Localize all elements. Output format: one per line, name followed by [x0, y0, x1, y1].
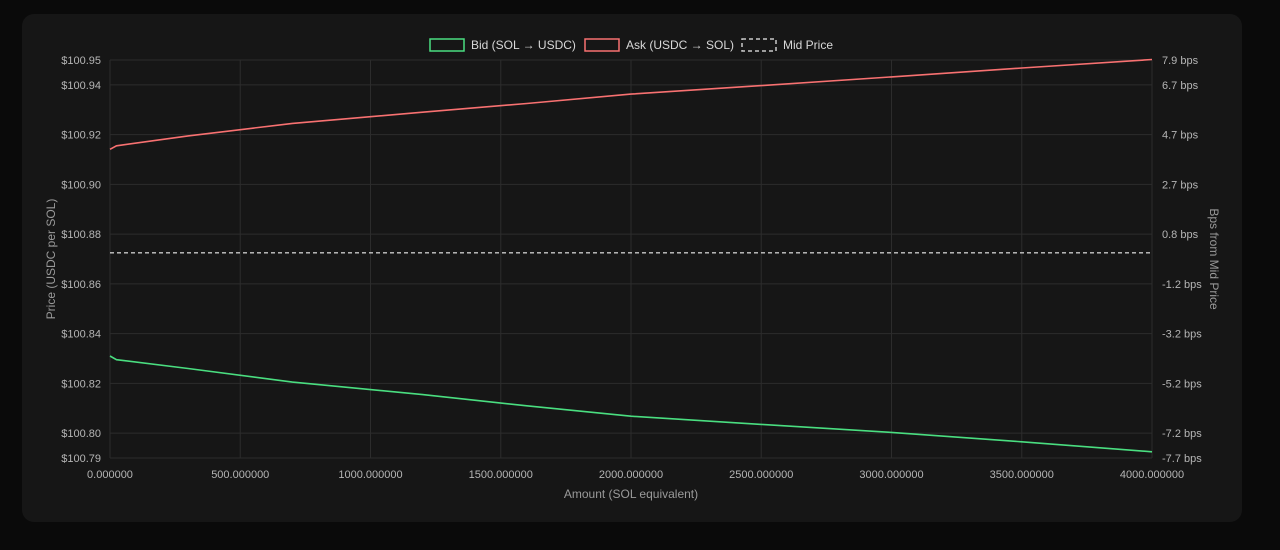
series-lines	[109, 58, 1153, 453]
x-tick-label: 0.000000	[87, 469, 133, 481]
y-tick-label: $100.82	[61, 378, 101, 390]
y2-tick-label: -7.7 bps	[1162, 453, 1202, 465]
y2-tick-label: 0.8 bps	[1162, 229, 1199, 241]
y2-axis-ticks: 7.9 bps 6.7 bps 4.7 bps 2.7 bps 0.8 bps -1.2 …	[1162, 55, 1202, 465]
series-line-0	[109, 355, 1153, 453]
y-tick-label: $100.86	[61, 279, 101, 291]
y-tick-label: $100.84	[61, 329, 101, 341]
y-tick-label: $100.80	[61, 428, 101, 440]
legend-swatch-2[interactable]	[741, 38, 777, 52]
y2-tick-label: 2.7 bps	[1162, 179, 1199, 191]
legend: Bid (SOL → USDC) Ask (USDC → SOL) Mid Pric…	[429, 38, 833, 52]
y2-axis-title: Bps from Mid Price	[1207, 208, 1221, 310]
y2-tick-label: 4.7 bps	[1162, 130, 1199, 142]
x-tick-label: 1000.000000	[338, 469, 402, 481]
y2-tick-label: 6.7 bps	[1162, 80, 1199, 92]
legend-label-2[interactable]: Mid Price	[783, 38, 833, 52]
y-tick-label: $100.92	[61, 130, 101, 142]
y2-tick-label: -1.2 bps	[1162, 279, 1202, 291]
y-axis-ticks: $100.95 $100.94 $100.92 $100.90 $100.88 $100.…	[61, 55, 101, 465]
x-tick-label: 4000.000000	[1120, 469, 1184, 481]
x-tick-label: 500.000000	[211, 469, 269, 481]
y-axis-title: Price (USDC per SOL)	[44, 199, 58, 320]
y2-tick-label: -5.2 bps	[1162, 378, 1202, 390]
legend-swatch-1[interactable]	[584, 38, 620, 52]
x-tick-label: 3000.000000	[859, 469, 923, 481]
x-axis-title: Amount (SOL equivalent)	[564, 487, 698, 501]
chart-card	[22, 14, 1242, 522]
grid	[109, 59, 1153, 459]
series-line-1	[109, 58, 1153, 151]
y-tick-label: $100.88	[61, 229, 101, 241]
legend-label-0[interactable]: Bid (SOL → USDC)	[471, 38, 576, 52]
x-tick-label: 1500.000000	[469, 469, 533, 481]
y-tick-label: $100.90	[61, 179, 101, 191]
y-tick-label: $100.94	[61, 80, 101, 92]
y2-tick-label: 7.9 bps	[1162, 55, 1199, 67]
x-tick-label: 2500.000000	[729, 469, 793, 481]
x-tick-label: 2000.000000	[599, 469, 663, 481]
x-tick-label: 3500.000000	[990, 469, 1054, 481]
legend-label-1[interactable]: Ask (USDC → SOL)	[626, 38, 734, 52]
y2-tick-label: -3.2 bps	[1162, 329, 1202, 341]
legend-swatch-0[interactable]	[429, 38, 465, 52]
x-axis-ticks: 0.000000 500.000000 1000.000000 1500.000000…	[87, 469, 1184, 481]
y2-tick-label: -7.2 bps	[1162, 428, 1202, 440]
y-tick-label: $100.95	[61, 55, 101, 67]
y-tick-label: $100.79	[61, 453, 101, 465]
